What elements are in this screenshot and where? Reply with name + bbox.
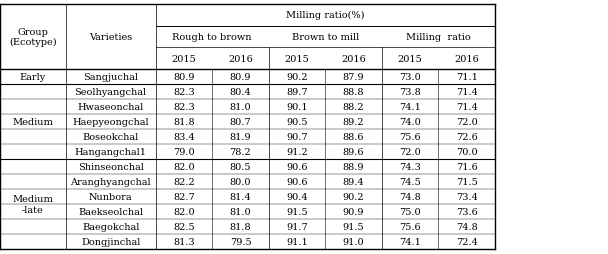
Text: 82.3: 82.3	[173, 103, 195, 112]
Text: 90.2: 90.2	[343, 192, 364, 201]
Text: 89.6: 89.6	[343, 147, 364, 156]
Text: 80.5: 80.5	[230, 162, 251, 171]
Text: 81.4: 81.4	[230, 192, 251, 201]
Text: 90.7: 90.7	[286, 132, 308, 141]
Text: 2016: 2016	[228, 54, 253, 64]
Text: 70.0: 70.0	[456, 147, 477, 156]
Text: 78.2: 78.2	[230, 147, 251, 156]
Text: 71.4: 71.4	[456, 103, 477, 112]
Text: 90.5: 90.5	[286, 118, 308, 126]
Text: 74.8: 74.8	[399, 192, 421, 201]
Text: 73.6: 73.6	[456, 207, 477, 216]
Text: 75.6: 75.6	[399, 132, 421, 141]
Text: Aranghyangchal: Aranghyangchal	[71, 177, 151, 186]
Text: 74.1: 74.1	[399, 237, 421, 246]
Text: 73.0: 73.0	[399, 73, 421, 82]
Text: Brown to mill: Brown to mill	[292, 33, 359, 42]
Text: 81.0: 81.0	[230, 207, 251, 216]
Text: 2015: 2015	[398, 54, 423, 64]
Text: Hwaseonchal: Hwaseonchal	[78, 103, 143, 112]
Text: 88.8: 88.8	[343, 88, 364, 97]
Text: 82.0: 82.0	[173, 162, 195, 171]
Text: 91.2: 91.2	[286, 147, 308, 156]
Text: 2016: 2016	[454, 54, 479, 64]
Text: 90.1: 90.1	[286, 103, 308, 112]
Text: 82.0: 82.0	[173, 207, 195, 216]
Text: Milling ratio(%): Milling ratio(%)	[286, 11, 365, 20]
Text: Sangjuchal: Sangjuchal	[83, 73, 138, 82]
Text: Medium: Medium	[12, 118, 54, 126]
Text: 71.6: 71.6	[456, 162, 477, 171]
Text: 74.1: 74.1	[399, 103, 421, 112]
Text: Hangangchal1: Hangangchal1	[75, 147, 147, 156]
Text: 91.7: 91.7	[286, 222, 308, 231]
Text: 90.4: 90.4	[286, 192, 308, 201]
Text: Shinseonchal: Shinseonchal	[78, 162, 143, 171]
Text: 73.8: 73.8	[399, 88, 421, 97]
Text: 89.4: 89.4	[343, 177, 364, 186]
Text: Milling  ratio: Milling ratio	[406, 33, 471, 42]
Text: 80.4: 80.4	[230, 88, 251, 97]
Text: Dongjinchal: Dongjinchal	[81, 237, 140, 246]
Text: 81.3: 81.3	[173, 237, 195, 246]
Text: Early: Early	[19, 73, 46, 82]
Text: 91.5: 91.5	[343, 222, 364, 231]
Text: Medium
-late: Medium -late	[12, 195, 54, 214]
Text: 82.5: 82.5	[173, 222, 195, 231]
Text: 2015: 2015	[171, 54, 196, 64]
Text: Baekseolchal: Baekseolchal	[78, 207, 143, 216]
Text: 90.2: 90.2	[286, 73, 308, 82]
Text: 80.9: 80.9	[230, 73, 251, 82]
Text: 79.5: 79.5	[230, 237, 251, 246]
Text: 89.7: 89.7	[286, 88, 308, 97]
Text: 80.0: 80.0	[230, 177, 251, 186]
Text: 74.8: 74.8	[456, 222, 477, 231]
Text: 71.4: 71.4	[456, 88, 477, 97]
Text: 81.9: 81.9	[230, 132, 251, 141]
Text: 71.1: 71.1	[456, 73, 477, 82]
Text: 80.9: 80.9	[173, 73, 195, 82]
Text: 88.9: 88.9	[343, 162, 364, 171]
Text: 71.5: 71.5	[456, 177, 477, 186]
Text: 90.6: 90.6	[286, 162, 308, 171]
Text: 87.9: 87.9	[343, 73, 364, 82]
Text: 88.6: 88.6	[343, 132, 364, 141]
Text: 72.6: 72.6	[456, 132, 477, 141]
Text: Baegokchal: Baegokchal	[82, 222, 139, 231]
Text: 89.2: 89.2	[343, 118, 364, 126]
Text: Group
(Ecotype): Group (Ecotype)	[9, 28, 57, 47]
Text: 73.4: 73.4	[456, 192, 477, 201]
Text: 91.1: 91.1	[286, 237, 308, 246]
Text: 91.5: 91.5	[286, 207, 308, 216]
Text: Nunbora: Nunbora	[89, 192, 133, 201]
Text: 81.8: 81.8	[173, 118, 195, 126]
Text: Rough to brown: Rough to brown	[173, 33, 252, 42]
Text: Varieties: Varieties	[89, 33, 133, 42]
Text: 72.0: 72.0	[399, 147, 421, 156]
Text: 81.8: 81.8	[230, 222, 251, 231]
Text: 72.0: 72.0	[456, 118, 477, 126]
Text: 80.7: 80.7	[230, 118, 251, 126]
Text: 82.7: 82.7	[173, 192, 195, 201]
Text: 79.0: 79.0	[173, 147, 195, 156]
Text: 90.9: 90.9	[343, 207, 364, 216]
Text: 74.5: 74.5	[399, 177, 421, 186]
Text: 88.2: 88.2	[343, 103, 364, 112]
Text: 72.4: 72.4	[456, 237, 477, 246]
Text: 90.6: 90.6	[286, 177, 308, 186]
Text: 82.2: 82.2	[173, 177, 195, 186]
Text: Haepyeongchal: Haepyeongchal	[72, 118, 149, 126]
Text: Seolhyangchal: Seolhyangchal	[75, 88, 147, 97]
Text: 75.6: 75.6	[399, 222, 421, 231]
Text: 91.0: 91.0	[343, 237, 364, 246]
Text: 82.3: 82.3	[173, 88, 195, 97]
Text: Boseokchal: Boseokchal	[83, 132, 139, 141]
Text: 74.0: 74.0	[399, 118, 421, 126]
Text: 83.4: 83.4	[173, 132, 195, 141]
Text: 74.3: 74.3	[399, 162, 421, 171]
Text: 2015: 2015	[285, 54, 309, 64]
Text: 75.0: 75.0	[399, 207, 421, 216]
Text: 2016: 2016	[341, 54, 366, 64]
Text: 81.0: 81.0	[230, 103, 251, 112]
